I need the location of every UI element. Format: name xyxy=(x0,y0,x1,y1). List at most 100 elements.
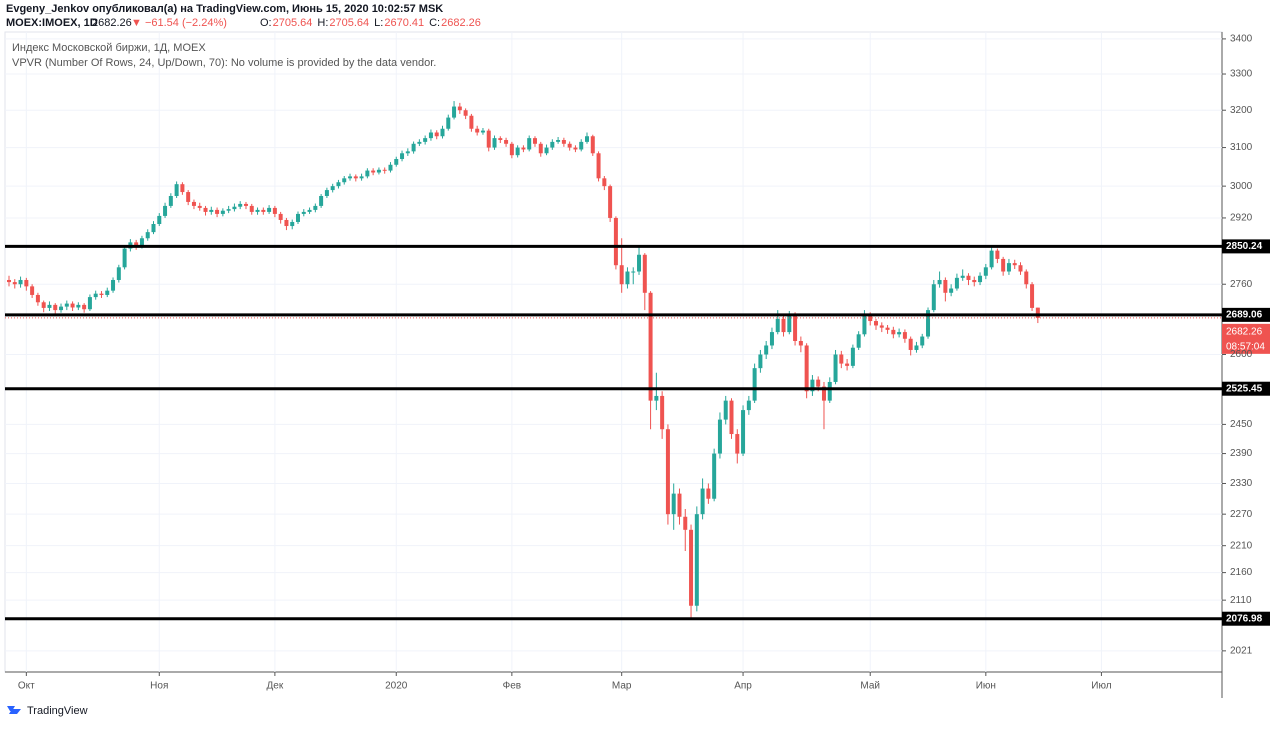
candle-body xyxy=(296,213,300,222)
candle-body xyxy=(862,314,867,335)
candle-body xyxy=(365,170,370,177)
ohlc-label: H: xyxy=(317,17,328,29)
candle-body xyxy=(960,275,965,278)
candle-body xyxy=(769,332,774,346)
x-tick-label: Мар xyxy=(612,681,632,692)
candle-body xyxy=(949,288,954,293)
candle-body xyxy=(446,117,451,129)
candle-body xyxy=(417,141,422,144)
candle-body xyxy=(504,140,509,144)
candle-body xyxy=(249,205,254,212)
candle-body xyxy=(1012,263,1017,266)
brand: TradingView xyxy=(27,705,88,717)
candle-body xyxy=(186,192,191,202)
candle-body xyxy=(579,141,584,150)
candle-body xyxy=(47,304,52,308)
candles xyxy=(7,101,1040,619)
candle-body xyxy=(619,265,624,285)
x-tick-label: Июн xyxy=(976,681,996,692)
candle-body xyxy=(423,138,428,142)
candle-body xyxy=(1030,284,1035,308)
x-tick-label: Май xyxy=(860,681,880,692)
candle-body xyxy=(856,334,861,348)
candle-body xyxy=(238,203,243,207)
x-tick-label: Июл xyxy=(1091,681,1111,692)
candle-body xyxy=(411,143,416,152)
candle-body xyxy=(937,279,942,285)
candle-body xyxy=(452,106,457,118)
countdown: 08:57:04 xyxy=(1226,341,1265,352)
y-tick-label: 2330 xyxy=(1230,478,1253,489)
candle-body xyxy=(781,318,786,333)
candle-body xyxy=(966,275,971,280)
candle-body xyxy=(18,279,23,285)
candle-body xyxy=(486,130,491,148)
candle-body xyxy=(694,514,699,606)
candle-body xyxy=(111,279,116,291)
candle-body xyxy=(457,106,462,111)
candle-body xyxy=(885,327,890,330)
y-tick-label: 3200 xyxy=(1230,105,1253,116)
candle-body xyxy=(712,453,717,499)
candle-body xyxy=(371,170,376,173)
candle-body xyxy=(729,400,734,435)
candle-body xyxy=(99,293,104,295)
candle-body xyxy=(891,329,896,335)
candle-body xyxy=(954,277,959,289)
y-tick-label: 2160 xyxy=(1230,567,1253,578)
candle-body xyxy=(382,169,387,171)
candle-body xyxy=(64,303,69,307)
candle-body xyxy=(400,153,405,160)
candle-body xyxy=(538,143,543,154)
x-tick-label: 2020 xyxy=(385,681,408,692)
candle-body xyxy=(1018,265,1023,272)
candle-body xyxy=(544,147,549,154)
candle-body xyxy=(197,205,202,208)
candle-body xyxy=(134,242,139,247)
indicator: VPVR (Number Of Rows, 24, Up/Down, 70): … xyxy=(12,57,436,69)
author-line: Evgeny_Jenkov опубликовал(а) на TradingV… xyxy=(6,3,443,15)
candle-body xyxy=(775,318,780,333)
candle-body xyxy=(914,345,919,350)
candle-body xyxy=(324,190,329,196)
candle-body xyxy=(613,217,618,266)
candle-body xyxy=(220,210,225,214)
candle-body xyxy=(359,176,364,179)
candle-body xyxy=(215,209,220,214)
candle-body xyxy=(821,386,826,401)
candle-body xyxy=(665,429,670,515)
y-tick-label: 3300 xyxy=(1230,69,1253,80)
y-tick-label: 3100 xyxy=(1230,142,1253,153)
candle-body xyxy=(874,321,878,326)
candle-body xyxy=(827,381,832,401)
candle-body xyxy=(434,132,439,137)
x-tick-label: Ноя xyxy=(150,681,168,692)
candle-body xyxy=(342,178,347,183)
ohlc-label: C: xyxy=(429,17,440,29)
candle-body xyxy=(243,203,248,206)
candle-body xyxy=(897,332,902,335)
level-label: 2525.45 xyxy=(1226,383,1263,394)
candle-body xyxy=(59,306,64,311)
candle-body xyxy=(163,205,168,216)
candle-body xyxy=(556,140,561,142)
candle-body xyxy=(261,209,266,212)
ohlc-label: O: xyxy=(260,17,272,29)
candle-body xyxy=(689,529,694,606)
x-tick-label: Фев xyxy=(503,681,521,692)
candle-body xyxy=(428,132,433,139)
candle-body xyxy=(902,332,907,339)
candle-body xyxy=(816,379,821,387)
candle-body xyxy=(272,207,277,214)
candle-body xyxy=(70,303,75,308)
candle-body xyxy=(995,250,1000,259)
candle-body xyxy=(706,488,711,499)
candle-body xyxy=(631,271,636,273)
candle-body xyxy=(642,254,647,293)
candle-body xyxy=(660,395,665,430)
candle-body xyxy=(469,115,474,129)
candle-body xyxy=(336,182,341,187)
candle-body xyxy=(480,130,485,133)
candle-body xyxy=(463,110,468,116)
